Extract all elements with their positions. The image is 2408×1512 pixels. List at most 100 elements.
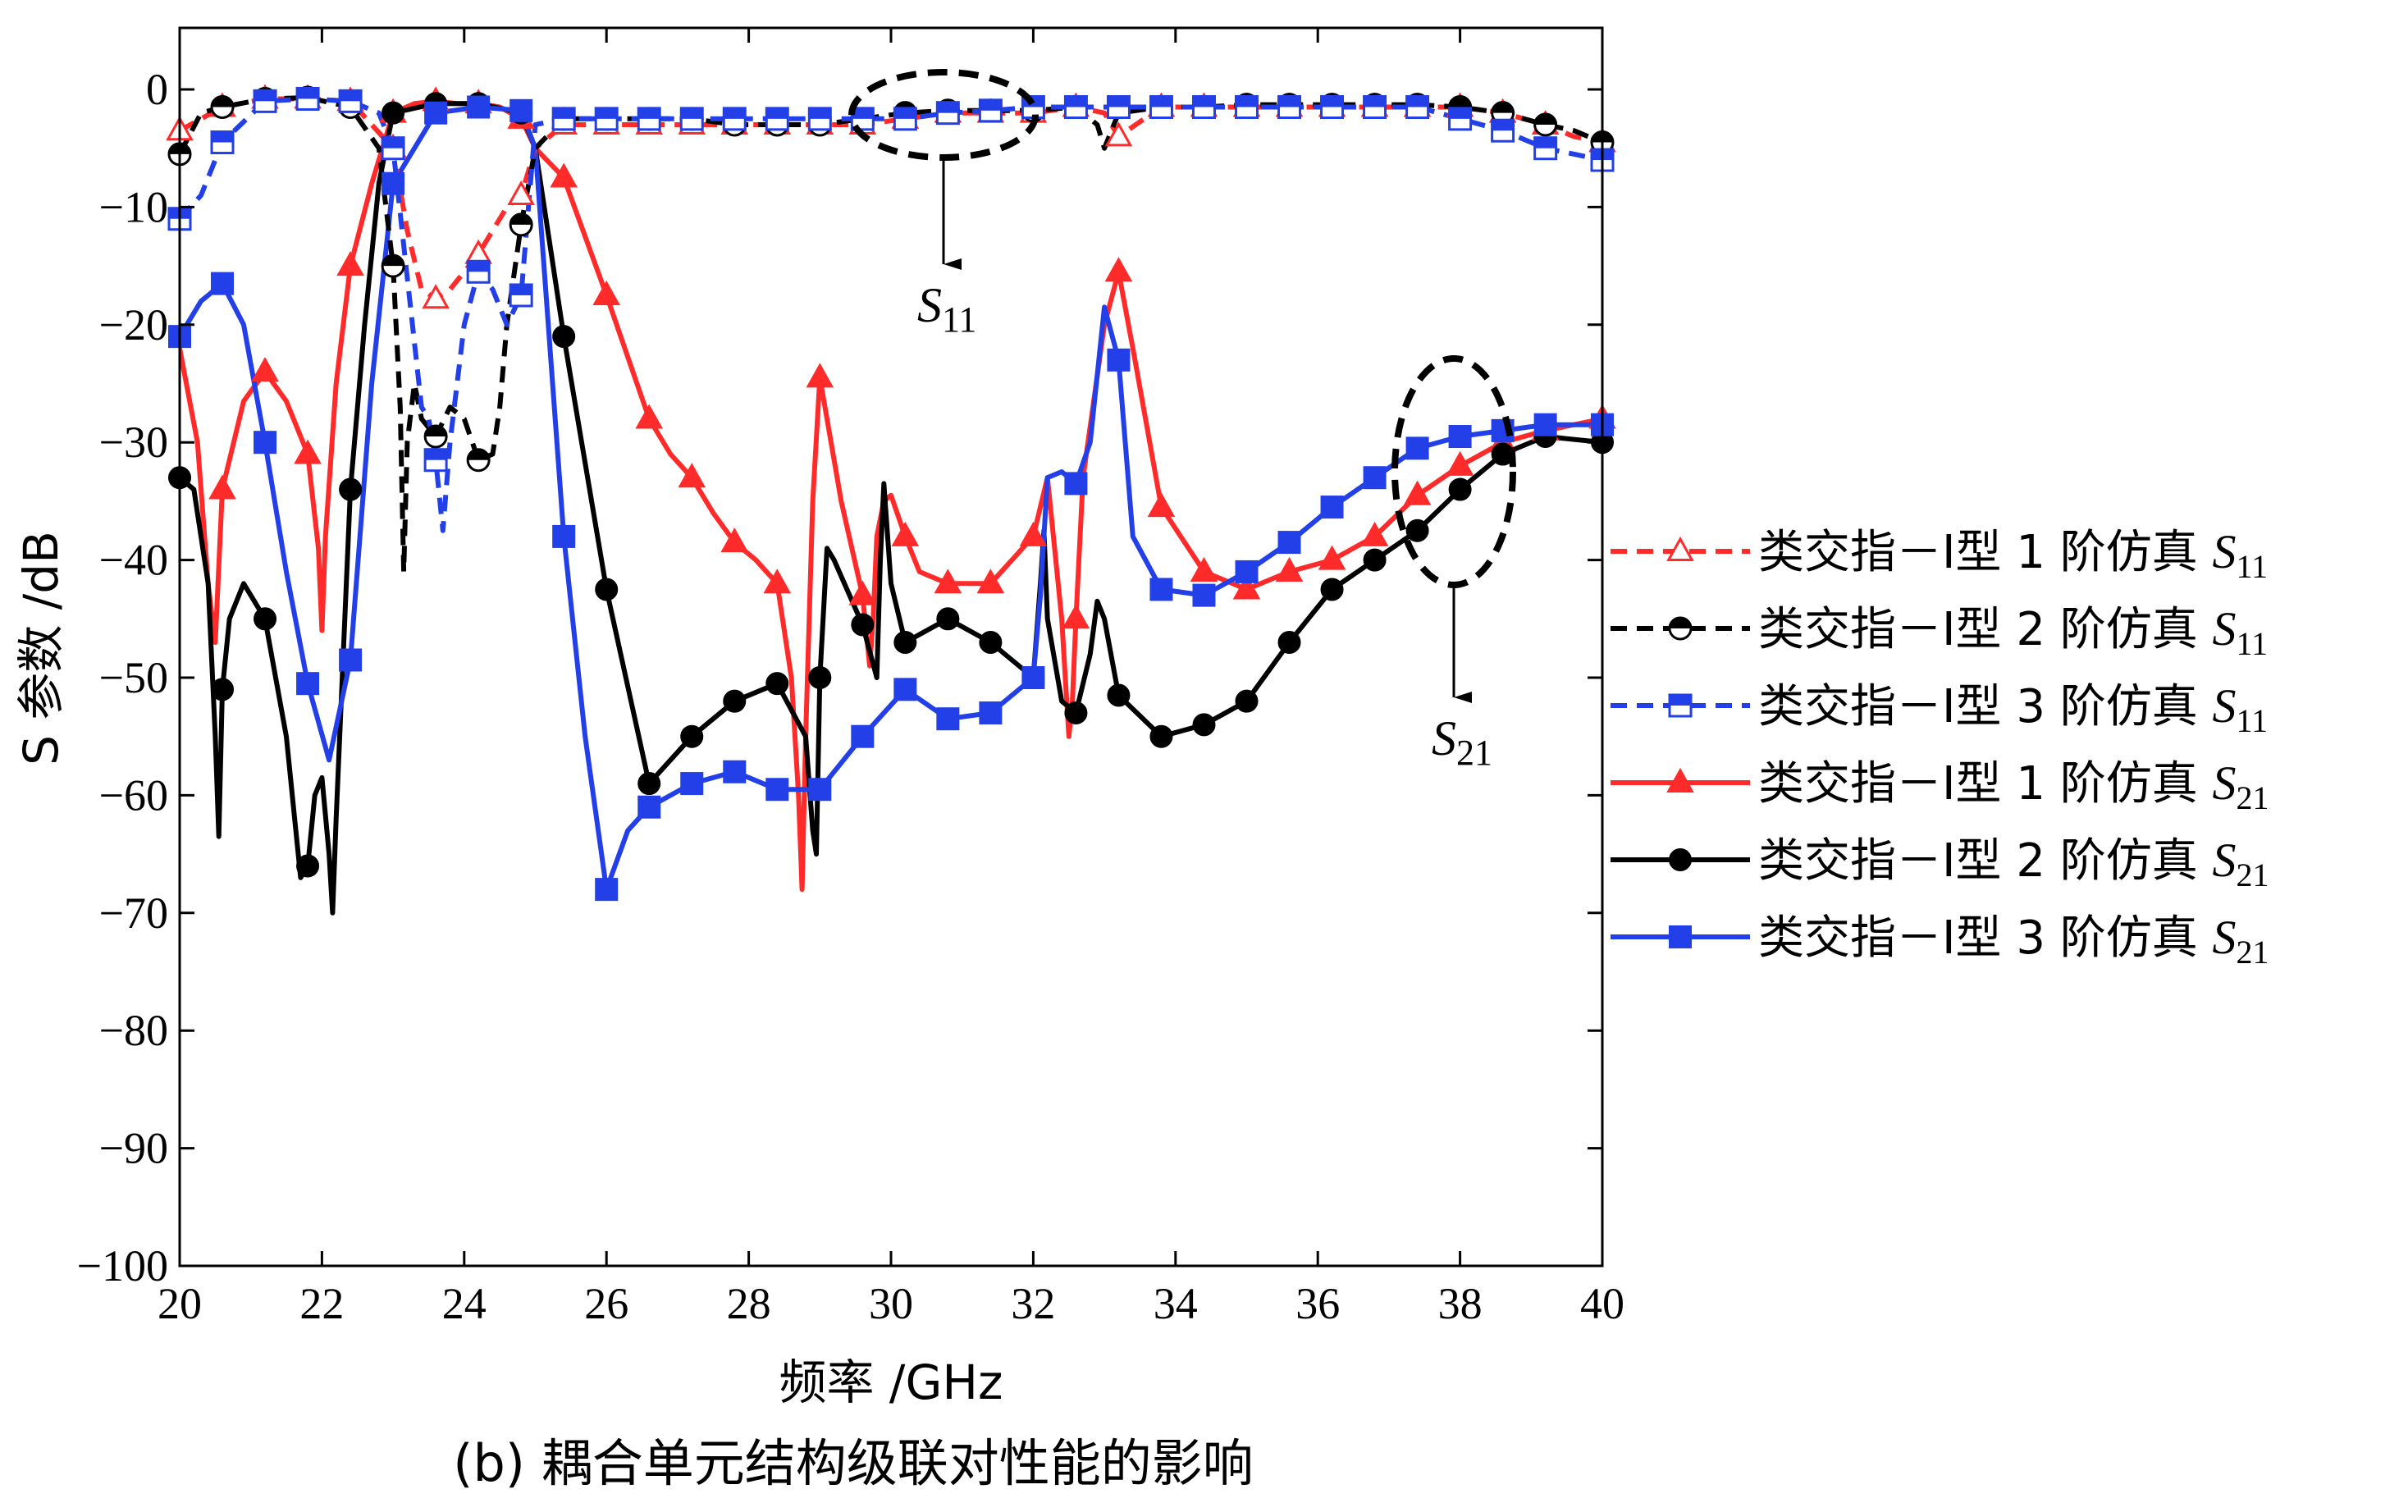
x-tick-label: 22 [299,1279,344,1328]
data-point-series-3 [1275,556,1304,582]
legend-swatch-marker [1669,848,1692,871]
data-point-series-2 [1149,95,1173,120]
legend-label-prefix: 类交指－Ⅰ型 2 阶仿真 [1758,603,2213,656]
data-point-series-2 [594,107,619,131]
y-tick-label: −70 [99,888,168,938]
data-point-series-2 [253,89,277,113]
data-point-series-1 [1533,112,1558,137]
x-tick-label: 30 [869,1279,913,1328]
data-point-series-5 [851,724,875,748]
x-tick-label: 28 [727,1279,771,1328]
x-tick-label: 20 [158,1279,202,1328]
legend-label-prefix: 类交指－Ⅰ型 3 阶仿真 [1758,911,2213,965]
legend-label: 类交指－Ⅰ型 2 阶仿真 S11 [1758,602,2268,662]
data-point-series-5 [467,95,491,119]
x-tick-label: 24 [442,1279,487,1328]
data-point-series-1 [423,424,448,449]
data-point-series-5 [1405,436,1429,460]
data-point-series-2 [1191,95,1216,120]
data-point-series-2 [765,107,789,131]
legend-swatch-marker [1668,693,1693,718]
legend-label: 类交指－Ⅰ型 3 阶仿真 S21 [1758,911,2269,971]
data-point-series-1 [210,95,235,120]
x-tick-label: 26 [584,1279,628,1328]
data-point-series-4 [1107,683,1131,707]
data-point-series-2 [466,259,491,284]
data-point-series-5 [509,98,533,122]
data-point-series-0 [1104,121,1133,147]
data-point-series-3 [720,528,749,553]
data-point-series-5 [296,672,320,696]
chart-caption: (b) 耦合单元结构级联对性能的影响 [453,1433,1253,1493]
legend-label: 类交指－Ⅰ型 3 阶仿真 S11 [1758,679,2268,739]
legend-label-main: S [2213,602,2237,656]
s11-annotation-label: S11 [917,278,976,340]
data-point-series-2 [1277,95,1302,120]
data-point-series-5 [1064,472,1088,496]
s11-annotation-main: S [917,278,942,332]
data-point-series-0 [507,180,535,206]
data-point-series-5 [382,171,405,195]
legend-label-prefix: 类交指－Ⅰ型 3 阶仿真 [1758,680,2213,733]
y-tick-label: −20 [99,300,168,349]
x-axis: 20 22 24 26 28 30 32 34 36 38 40 [158,28,1624,1328]
data-point-series-3 [891,521,920,546]
legend-item-1: 类交指－Ⅰ型 2 阶仿真 S11 [1611,602,2268,662]
legend-label: 类交指－Ⅰ型 1 阶仿真 S11 [1758,525,2268,585]
data-point-series-3 [848,580,877,605]
x-tick-label: 32 [1011,1279,1055,1328]
data-point-series-2 [1405,95,1430,120]
data-point-series-0 [422,284,450,309]
data-point-series-2 [679,107,704,131]
s11-annotation-sub: 11 [942,299,976,340]
data-point-series-3 [678,463,706,488]
x-axis-label: 频率 /GHz [779,1354,1003,1410]
legend-swatch-marker [1668,616,1693,641]
legend-label-main: S [2213,525,2237,578]
series-line-1 [180,95,1602,574]
data-point-series-4 [808,666,832,689]
data-point-series-5 [1235,560,1259,583]
y-tick-label: −50 [99,653,168,702]
data-point-series-1 [381,254,405,278]
data-point-series-4 [595,578,619,601]
data-point-series-2 [807,107,832,131]
data-point-series-5 [637,795,661,819]
data-point-series-4 [254,607,277,631]
data-point-series-5 [1363,466,1387,490]
data-point-series-2 [978,98,1003,123]
data-point-series-2 [935,101,960,126]
s21-annotation-main: S [1432,711,1456,765]
legend-item-5: 类交指－Ⅰ型 3 阶仿真 S21 [1611,911,2269,971]
data-point-series-1 [509,212,533,237]
data-point-series-4 [723,689,747,713]
legend-label-sub: 11 [2237,625,2269,662]
legend-label-prefix: 类交指－Ⅰ型 1 阶仿真 [1758,526,2213,579]
data-point-series-5 [254,431,277,455]
legend-swatch-marker [1666,767,1694,793]
data-point-series-2 [1106,95,1131,120]
data-point-series-2 [1533,136,1558,161]
annotation-layer: S11 S21 [848,69,1516,773]
data-point-series-2 [722,107,747,131]
legend-item-3: 类交指－Ⅰ型 1 阶仿真 S21 [1611,756,2269,816]
data-point-series-2 [893,107,917,131]
plot-frame [178,26,1604,1268]
legend-item-4: 类交指－Ⅰ型 2 阶仿真 S21 [1611,834,2269,893]
legend-label-main: S [2213,911,2237,964]
data-point-series-5 [808,778,832,802]
data-point-series-4 [1235,689,1259,713]
data-point-series-4 [211,678,235,701]
legend-item-2: 类交指－Ⅰ型 3 阶仿真 S11 [1611,679,2268,739]
y-tick-label: −100 [77,1241,168,1290]
data-point-series-4 [1320,578,1344,601]
data-point-series-1 [466,448,491,473]
data-point-series-3 [294,439,322,464]
data-point-series-4 [1363,548,1387,572]
data-point-series-2 [1063,95,1088,120]
data-point-series-4 [1149,724,1173,748]
data-point-series-5 [1107,348,1131,372]
data-point-series-2 [295,86,320,111]
y-tick-label: 0 [146,65,168,114]
